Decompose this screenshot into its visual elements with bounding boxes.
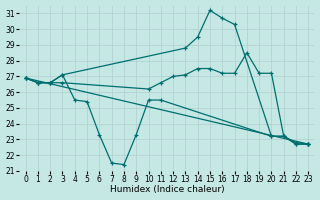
X-axis label: Humidex (Indice chaleur): Humidex (Indice chaleur)	[110, 185, 224, 194]
